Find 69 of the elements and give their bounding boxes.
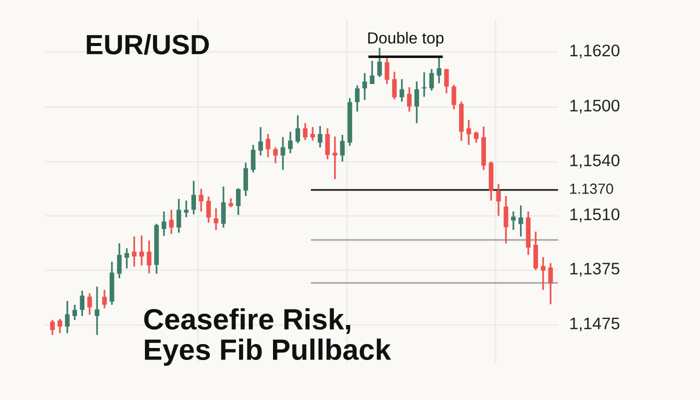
candlestick [422, 71, 426, 98]
text: 1,1500 [570, 100, 620, 114]
candlestick [407, 86, 412, 112]
candlestick [80, 290, 84, 317]
candlestick [332, 136, 338, 180]
candlestick [474, 130, 479, 144]
candlestick [295, 114, 300, 144]
candlestick [250, 144, 256, 174]
candlestick [102, 289, 107, 310]
text: 1,1540 [570, 154, 620, 168]
text: 1,1620 [570, 44, 620, 58]
chart-title: EUR/USD [86, 34, 209, 55]
candlestick [466, 119, 472, 146]
candlestick [94, 286, 100, 336]
candlestick [191, 180, 196, 216]
candlestick [258, 126, 263, 156]
candlestick [377, 47, 382, 78]
candlestick [206, 196, 211, 224]
candlestick [362, 72, 367, 101]
candlestick [58, 318, 62, 334]
candlestick [169, 208, 174, 235]
candlestick [302, 122, 308, 141]
candlestick [117, 242, 122, 279]
candlestick [72, 304, 78, 321]
candlestick [452, 84, 456, 110]
candlestick [540, 256, 546, 291]
candlestick [548, 262, 553, 306]
text: 1,1475 [570, 318, 620, 332]
candlestick [221, 186, 226, 228]
candlestick [139, 234, 144, 266]
candlestick [340, 134, 345, 162]
candlestick [444, 68, 449, 94]
candlestick [354, 84, 360, 112]
candlestick [176, 198, 182, 234]
candlestick [318, 125, 322, 148]
candlestick [504, 195, 508, 244]
text: 1,1510 [570, 208, 620, 222]
candlestick [266, 133, 270, 158]
candlestick [50, 319, 55, 336]
candlestick [370, 60, 374, 85]
candlestick [392, 70, 397, 100]
candlestick [533, 230, 538, 271]
candlestick [414, 80, 420, 124]
candlestick [384, 57, 390, 85]
candlestick [162, 210, 166, 237]
candlestick [325, 127, 330, 160]
candlestick [132, 236, 137, 268]
candlestick [65, 300, 70, 334]
candlestick [518, 204, 524, 238]
candlestick [511, 210, 516, 231]
candlestick [243, 162, 248, 197]
candlestick [429, 68, 434, 92]
candlestick [236, 187, 241, 216]
candlestick [124, 247, 130, 270]
text: Ceasefire Risk, Eyes Fib Pullback [144, 308, 392, 366]
candlestick [288, 130, 293, 154]
candlestick [436, 56, 442, 84]
candlestick [496, 183, 501, 217]
candlestick [198, 188, 204, 212]
candlestick [400, 78, 404, 102]
candlestick [280, 136, 286, 171]
text: Double top [368, 32, 444, 47]
text: 1,1375 [570, 262, 620, 276]
candlestick [146, 240, 152, 274]
text: 1.1370 [570, 184, 614, 194]
candlestick [310, 126, 315, 142]
candlestick [273, 146, 278, 164]
candlestick [214, 208, 218, 231]
candlestick [87, 292, 92, 316]
